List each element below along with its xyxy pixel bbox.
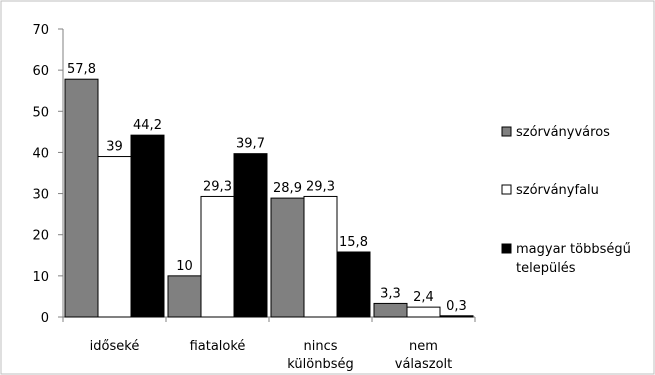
- bar: [270, 197, 305, 318]
- bar: [373, 302, 408, 318]
- y-tick-label: 10: [32, 270, 49, 285]
- data-label: 44,2: [133, 118, 162, 133]
- legend-label: szórványfalu: [516, 183, 599, 198]
- legend-label: szórványváros: [516, 125, 610, 140]
- bar: [233, 153, 268, 318]
- bar: [64, 78, 99, 318]
- x-category-label: nincs: [303, 339, 337, 354]
- legend-swatch: [501, 243, 512, 254]
- data-label: 29,3: [306, 179, 335, 194]
- legend-label: magyar többségű: [516, 242, 631, 257]
- y-tick-label: 20: [32, 229, 49, 244]
- y-tick-label: 0: [41, 311, 49, 326]
- x-category-label: válaszolt: [395, 357, 453, 372]
- bar: [167, 275, 202, 318]
- legend-swatch: [501, 184, 512, 195]
- bar: [406, 306, 441, 318]
- data-label: 57,8: [67, 62, 96, 77]
- y-tick-label: 60: [32, 64, 49, 79]
- data-label: 15,8: [339, 235, 368, 250]
- x-category-label: különbség: [287, 357, 353, 372]
- y-tick-label: 50: [32, 105, 49, 120]
- x-category-label: időseké: [90, 339, 140, 354]
- legend-swatch: [501, 126, 512, 137]
- legend-label: település: [516, 261, 576, 276]
- x-category-label: nem: [409, 339, 438, 354]
- bar: [439, 315, 474, 318]
- bar: [336, 251, 371, 318]
- data-label: 39,7: [236, 137, 265, 152]
- x-category-label: fiataloké: [190, 339, 246, 354]
- data-label: 0,3: [446, 299, 467, 314]
- data-label: 29,3: [203, 179, 232, 194]
- bar: [303, 195, 338, 318]
- data-label: 28,9: [273, 181, 302, 196]
- bar: [130, 134, 165, 318]
- y-tick-label: 70: [32, 23, 49, 38]
- data-label: 3,3: [380, 286, 401, 301]
- bar: [200, 195, 235, 318]
- y-tick-label: 40: [32, 146, 49, 161]
- data-label: 39: [106, 140, 123, 155]
- data-label: 2,4: [413, 290, 434, 305]
- y-tick-label: 30: [32, 188, 49, 203]
- data-label: 10: [176, 259, 193, 274]
- bar: [97, 156, 132, 318]
